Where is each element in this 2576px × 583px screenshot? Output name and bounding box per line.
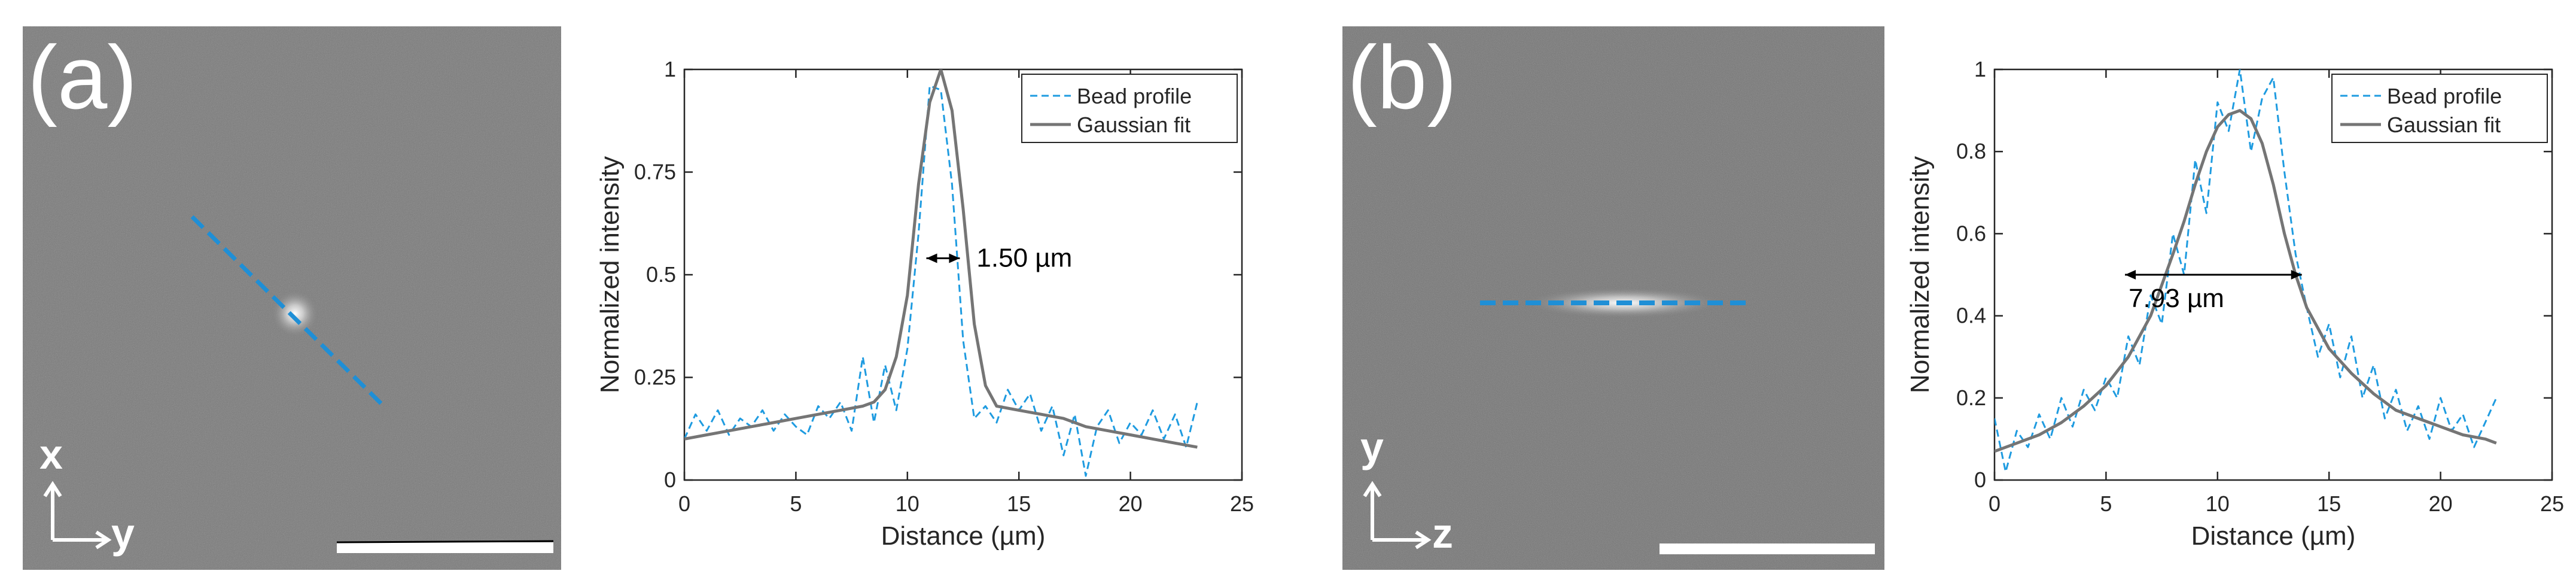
noise-background — [23, 26, 561, 570]
scale-bar — [1660, 543, 1875, 554]
micrograph-yz: (b) y z — [1342, 26, 1884, 570]
legend: Bead profile Gaussian fit — [2331, 74, 2548, 143]
y-tick-label: 1 — [664, 57, 676, 81]
axis-label-horizontal: y — [111, 510, 135, 557]
fwhm-arrowhead-right-icon — [949, 253, 960, 263]
scale-bar — [337, 542, 553, 553]
fwhm-annotation: 1.50 µm — [976, 244, 1072, 273]
axis-label-horizontal: z — [1432, 510, 1453, 557]
scale-bar-edge — [336, 540, 554, 543]
y-tick-label: 1 — [1974, 57, 1986, 81]
series-line — [1995, 69, 2498, 473]
series-gaussian-fit — [684, 69, 1198, 449]
x-tick-label: 10 — [2206, 491, 2230, 516]
x-tick-label: 25 — [2540, 491, 2564, 516]
axis-label-vertical: y — [1360, 424, 1384, 470]
y-tick-label: 0.6 — [1956, 221, 1986, 245]
x-tick-label: 0 — [678, 491, 690, 516]
x-tick-label: 5 — [2100, 491, 2112, 516]
y-axis-label: Normalized intensity — [1905, 156, 1935, 393]
x-tick-label: 5 — [790, 491, 802, 516]
x-tick-label: 10 — [896, 491, 919, 516]
x-tick-label: 15 — [2317, 491, 2341, 516]
x-axis-label: Distance (µm) — [2191, 521, 2356, 551]
axis-arrows — [43, 481, 112, 549]
profile-chart-b: 0 5 10 15 20 25 0 0.2 0.4 0.6 0.8 1 Distance (µm) Nor… — [1905, 57, 2564, 551]
fwhm-arrowhead-left-icon — [926, 253, 937, 263]
axis-arrows — [1363, 481, 1432, 549]
x-tick-label: 0 — [1989, 491, 2000, 516]
x-tick-label: 25 — [1230, 491, 1254, 516]
series-line — [1995, 109, 2497, 453]
legend-label: Bead profile — [1077, 84, 1192, 108]
y-tick-label: 0 — [664, 467, 676, 492]
fwhm-arrowhead-right-icon — [2291, 270, 2302, 280]
legend-label: Gaussian fit — [1077, 113, 1190, 137]
fwhm-arrowhead-left-icon — [2125, 270, 2136, 280]
legend-label: Bead profile — [2387, 84, 2502, 108]
bead-spot — [271, 290, 319, 338]
legend-box — [2331, 74, 2548, 143]
series-bead-profile — [684, 84, 1198, 477]
legend: Bead profile Gaussian fit — [1021, 74, 1238, 143]
x-tick-label: 20 — [1119, 491, 1143, 516]
x-axis-label: Distance (µm) — [881, 521, 1046, 551]
horizontal-arrowhead-icon — [95, 530, 112, 549]
y-tick-label: 0 — [1974, 467, 1986, 492]
x-tick-label: 20 — [2429, 491, 2453, 516]
y-axis-label: Normalized intensity — [595, 156, 625, 393]
profile-chart-a: 0 5 10 15 20 25 0 0.25 0.5 0.75 1 Distance (µm) Norm… — [595, 57, 1254, 551]
micrograph-xy: (a) x y — [23, 26, 561, 570]
y-tick-label: 0.75 — [634, 160, 676, 184]
y-tick-label: 0.8 — [1956, 139, 1986, 163]
noise-background — [1342, 26, 1884, 570]
horizontal-arrowhead-icon — [1415, 530, 1432, 549]
axis-label-vertical: x — [39, 431, 63, 478]
panel-label: (a) — [28, 27, 138, 127]
series-gaussian-fit — [1995, 109, 2497, 453]
legend-box — [1021, 74, 1238, 143]
vertical-arrowhead-icon — [43, 481, 62, 497]
y-tick-label: 0.5 — [646, 262, 676, 287]
vertical-arrowhead-icon — [1363, 481, 1382, 497]
y-tick-label: 0.4 — [1956, 303, 1986, 328]
fwhm-annotation: 7.93 µm — [2129, 284, 2224, 313]
panel-label: (b) — [1347, 27, 1457, 127]
y-tick-label: 0.25 — [634, 365, 676, 390]
y-tick-label: 0.2 — [1956, 385, 1986, 410]
legend-label: Gaussian fit — [2387, 113, 2501, 137]
series-line — [684, 84, 1198, 477]
series-line — [684, 69, 1198, 449]
x-tick-label: 15 — [1007, 491, 1031, 516]
